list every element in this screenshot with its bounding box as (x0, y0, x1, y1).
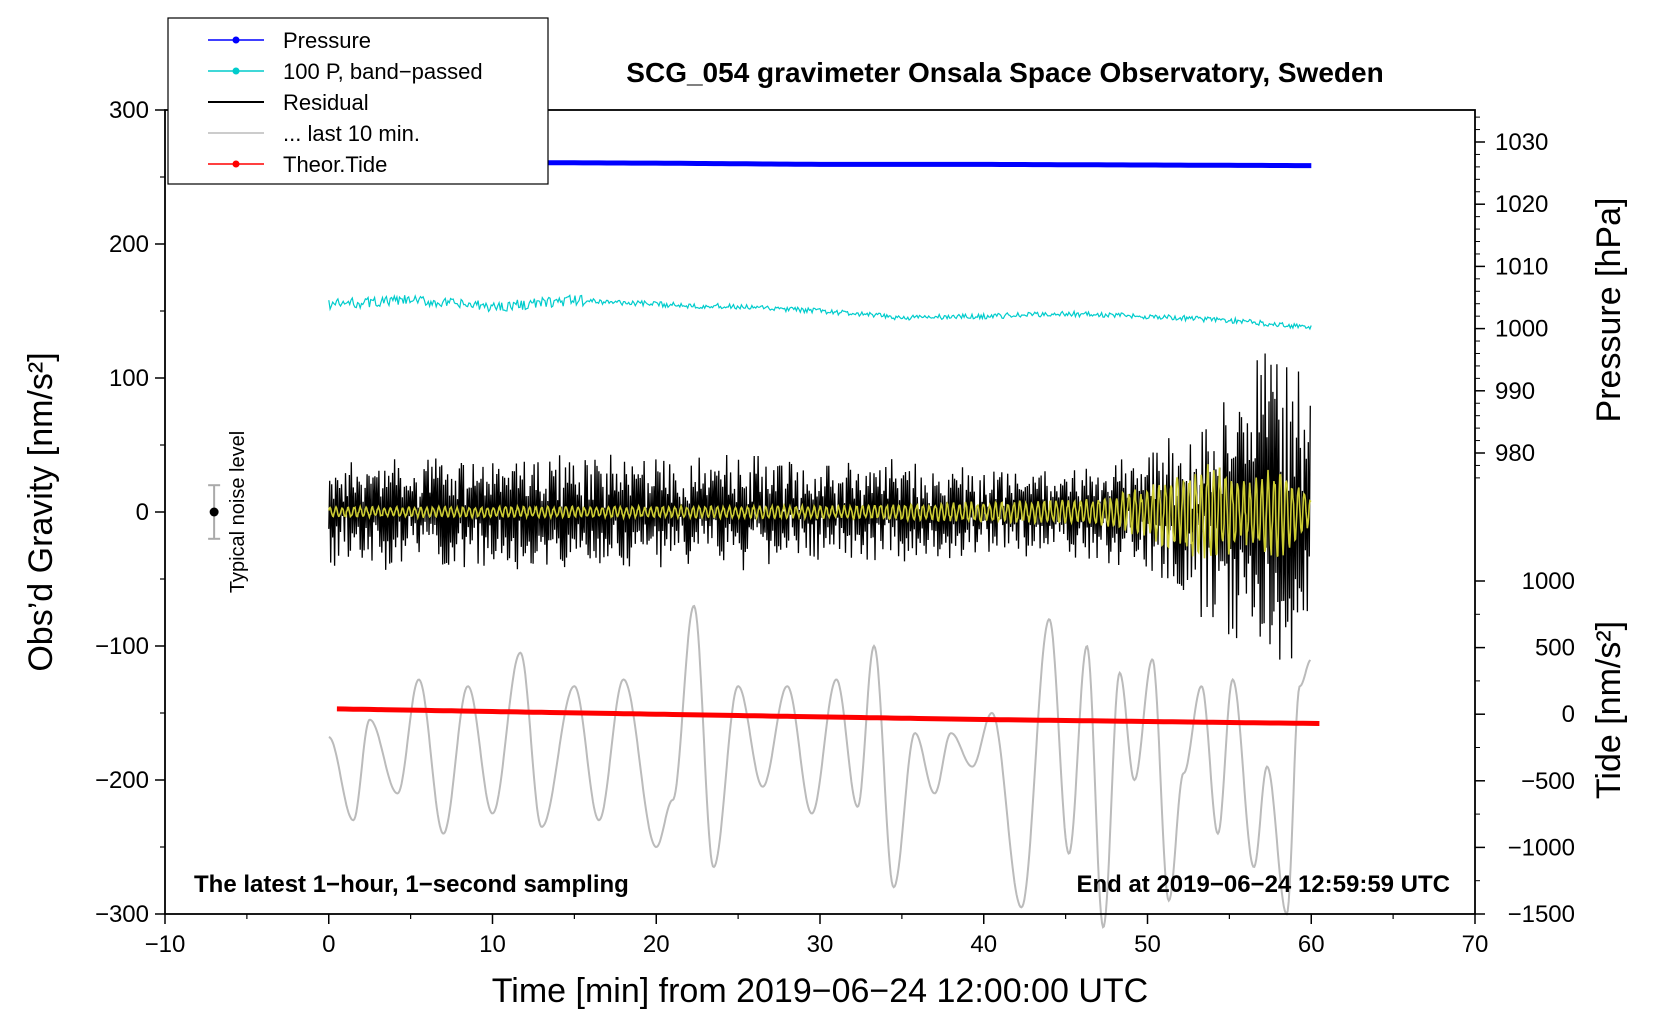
tide-axis-label: Tide [nm/s²] (1590, 621, 1628, 799)
sampling-annotation: The latest 1−hour, 1−second sampling (194, 871, 629, 898)
series-band-passed-pressure (328, 294, 1312, 331)
pressure-axis: 1030 1020 1010 1000 990 980 (1475, 116, 1548, 479)
pressure-tick-label: 980 (1495, 440, 1535, 467)
tide-axis: 1000 500 0 −500 −1000 −1500 (1475, 568, 1575, 928)
x-tick-label: 0 (322, 931, 335, 958)
tide-tick-label: −1500 (1508, 901, 1575, 928)
series-residual-filtered (328, 464, 1312, 559)
x-axis: −10 0 10 20 30 40 50 60 70 (145, 914, 1489, 958)
x-axis-label: Time [min] from 2019−06−24 12:00:00 UTC (492, 972, 1148, 1010)
pressure-axis-label: Pressure [hPa] (1590, 198, 1628, 423)
y-tick-label: 200 (109, 231, 149, 258)
chart-title: SCG_054 gravimeter Onsala Space Observat… (626, 57, 1383, 88)
left-y-axis-label: Obs’d Gravity [nm/s²] (22, 352, 60, 671)
plot-area (328, 160, 1320, 929)
tide-tick-label: 500 (1535, 635, 1575, 662)
y-tick-label: 0 (136, 499, 149, 526)
legend-marker (232, 67, 240, 75)
series-last-10-min (328, 604, 1312, 929)
legend-marker (232, 160, 240, 168)
x-tick-label: 70 (1462, 931, 1489, 958)
legend-label: Theor.Tide (283, 152, 387, 177)
tide-tick-label: 1000 (1522, 568, 1575, 595)
legend-label: ... last 10 min. (283, 121, 420, 146)
tide-tick-label: −500 (1521, 768, 1575, 795)
x-tick-label: 50 (1134, 931, 1161, 958)
pressure-tick-label: 990 (1495, 378, 1535, 405)
tide-tick-label: 0 (1562, 701, 1575, 728)
legend-label: Pressure (283, 28, 371, 53)
legend-marker (232, 36, 240, 44)
x-tick-label: 10 (479, 931, 506, 958)
x-tick-label: 30 (807, 931, 834, 958)
tide-tick-label: −1000 (1508, 834, 1575, 861)
pressure-tick-label: 1000 (1495, 316, 1548, 343)
noise-indicator (208, 484, 221, 540)
x-tick-label: 40 (970, 931, 997, 958)
end-time-annotation: End at 2019−06−24 12:59:59 UTC (1076, 871, 1450, 898)
x-tick-label: −10 (145, 931, 186, 958)
series-theoretical-tide (336, 706, 1320, 726)
left-y-axis: 300 200 100 0 −100 −200 −300 (95, 97, 165, 928)
legend-label: 100 P, band−passed (283, 59, 483, 84)
x-tick-label: 20 (643, 931, 670, 958)
noise-label: Typical noise level (227, 431, 249, 593)
pressure-tick-label: 1030 (1495, 129, 1548, 156)
legend: Pressure 100 P, band−passed Residual ... la… (167, 17, 549, 185)
y-tick-label: 300 (109, 97, 149, 124)
legend-label: Residual (283, 90, 369, 115)
x-tick-label: 60 (1298, 931, 1325, 958)
pressure-tick-label: 1010 (1495, 253, 1548, 280)
y-tick-label: −300 (95, 901, 149, 928)
noise-dot (209, 507, 219, 517)
pressure-tick-label: 1020 (1495, 191, 1548, 218)
y-tick-label: −100 (95, 633, 149, 660)
y-tick-label: 100 (109, 365, 149, 392)
y-tick-label: −200 (95, 767, 149, 794)
